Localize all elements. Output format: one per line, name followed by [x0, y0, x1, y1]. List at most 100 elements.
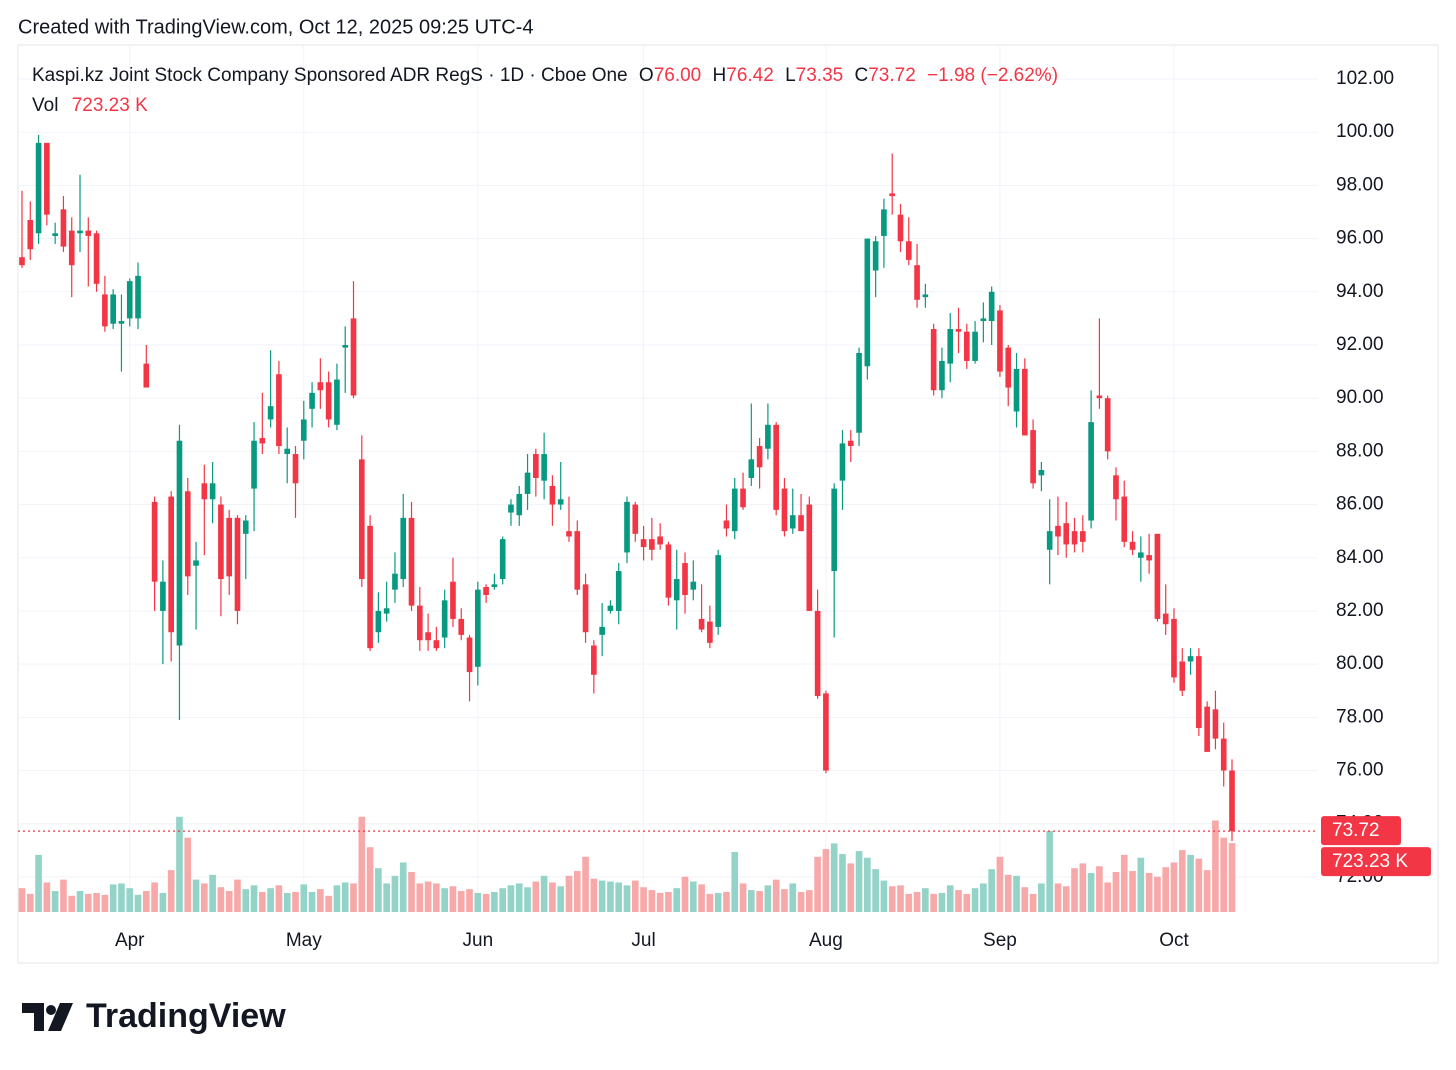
volume-bar: [980, 883, 987, 912]
candle-body: [591, 645, 597, 675]
candle-body: [201, 483, 208, 500]
candle-body: [358, 459, 365, 580]
volume-bar: [358, 816, 366, 912]
volume-bar: [739, 883, 747, 912]
x-tick-label: Apr: [115, 930, 145, 951]
volume-bar: [449, 886, 457, 912]
candle-body: [1179, 661, 1186, 691]
axes: 72.0074.0076.0078.0080.0082.0084.0086.00…: [115, 68, 1394, 951]
candle-body: [740, 488, 746, 508]
volume-bar: [250, 885, 258, 912]
volume-bar: [300, 884, 308, 912]
candle-body: [972, 331, 978, 361]
volume-bar: [797, 892, 805, 912]
candle-body: [110, 294, 116, 324]
price-badge: [1321, 816, 1401, 846]
volume-bar: [325, 895, 332, 912]
volume-bar: [433, 883, 440, 912]
volume-bar: [1195, 858, 1203, 912]
logo-slash: [48, 1003, 73, 1031]
volume-bar: [640, 887, 647, 912]
volume-bar: [789, 883, 797, 912]
candle-body: [475, 589, 481, 667]
volume-bar: [814, 856, 821, 912]
candle-body: [682, 563, 688, 595]
volume-bar: [1162, 867, 1170, 912]
volume-bar: [68, 895, 76, 912]
candle-body: [847, 440, 854, 447]
candle-body: [1104, 398, 1111, 452]
candle-body: [1071, 531, 1078, 545]
volume-bar: [60, 879, 67, 912]
candle-body: [930, 329, 937, 391]
o-value: 76.00: [654, 65, 702, 86]
volume-bar: [26, 893, 34, 912]
volume-bar: [565, 875, 573, 912]
candle-body: [1113, 475, 1119, 500]
candle-body: [160, 581, 166, 611]
candle-body: [823, 693, 829, 771]
candle-body: [1055, 525, 1061, 537]
chart-frame: [17, 44, 1439, 964]
candle-body: [1038, 469, 1045, 476]
volume-bar: [391, 875, 399, 912]
x-tick-label: Oct: [1159, 930, 1189, 951]
volume-bar: [457, 891, 465, 912]
candle-body: [988, 291, 995, 322]
volume-bar: [366, 847, 374, 912]
volume-legend: Vol 723.23 K: [32, 95, 148, 116]
volume-bar: [1170, 862, 1178, 912]
volume-bar: [1062, 886, 1070, 912]
brand: TradingView: [86, 997, 286, 1035]
volume-bar: [706, 893, 714, 912]
candle-body: [325, 382, 332, 420]
candle-body: [267, 406, 274, 420]
volume-bar: [971, 888, 979, 912]
candle-body: [806, 504, 813, 611]
volume-bar: [524, 887, 531, 912]
volume-bar: [698, 884, 705, 912]
volume-bar: [963, 893, 971, 912]
volume-bar: [756, 891, 763, 912]
candle-body: [44, 142, 50, 215]
volume-bar: [631, 880, 639, 912]
volume-bar: [1046, 831, 1053, 912]
candle-body: [707, 621, 713, 643]
candle-body: [723, 520, 730, 529]
y-tick-label: 100.00: [1336, 121, 1394, 142]
logo-icon: [22, 1003, 44, 1031]
candle-body: [251, 440, 257, 489]
volume-bar: [573, 871, 581, 912]
volume-bar: [988, 869, 995, 912]
candle-body: [665, 544, 672, 598]
candle-body: [77, 230, 83, 234]
c-value: 73.72: [868, 65, 916, 86]
volume-bar: [532, 881, 540, 912]
volume-bar: [176, 816, 183, 912]
volume-bar: [35, 854, 42, 912]
candle-body: [582, 584, 589, 633]
volume-bar: [855, 851, 863, 912]
candle-body: [1138, 552, 1144, 558]
h-value: 76.42: [726, 65, 774, 86]
volume-bar: [225, 891, 233, 912]
volume-bar: [109, 884, 117, 912]
candle-body: [881, 209, 887, 236]
volume-bar: [689, 881, 697, 912]
candle-body: [814, 610, 821, 697]
volume-bar: [151, 882, 158, 912]
x-tick-label: Jul: [631, 930, 655, 951]
volume-bar: [184, 837, 192, 912]
candle-body: [690, 581, 697, 590]
candle-body: [441, 600, 448, 638]
volume-bar: [747, 890, 755, 912]
candle-body: [1171, 618, 1177, 678]
candle-body: [781, 488, 788, 532]
x-tick-label: Sep: [983, 930, 1017, 951]
candle-body: [292, 454, 299, 484]
volume-bar: [806, 890, 813, 912]
vol-value: 723.23 K: [72, 95, 148, 116]
candle-body: [408, 517, 415, 606]
candle-body: [649, 539, 655, 550]
